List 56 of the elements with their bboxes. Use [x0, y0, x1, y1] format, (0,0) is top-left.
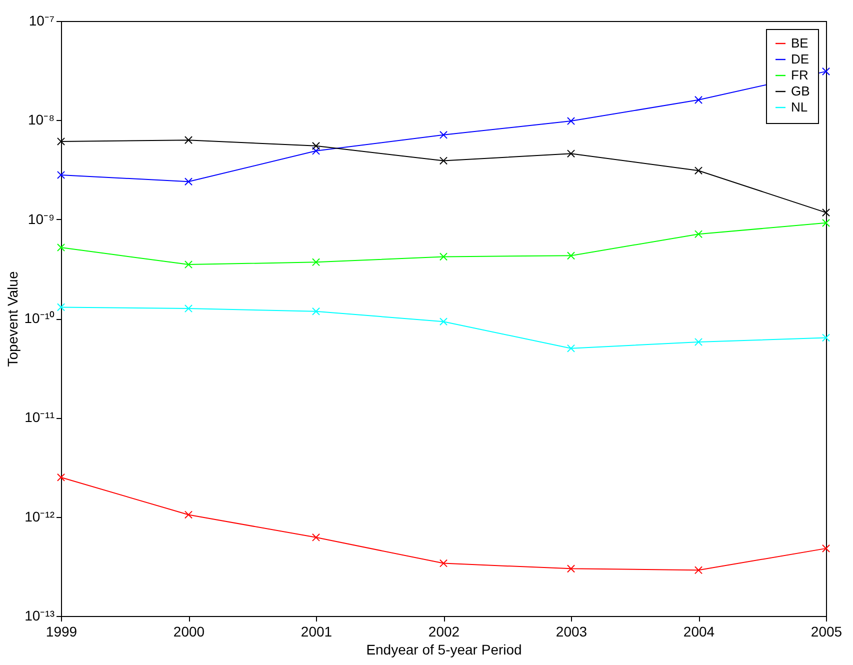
point [312, 533, 320, 542]
point [184, 304, 193, 313]
point [56, 303, 66, 312]
point [822, 67, 830, 76]
point [56, 243, 66, 252]
legend-label: FR [791, 68, 808, 82]
legend-label: NL [791, 100, 808, 114]
point [56, 137, 66, 146]
point [566, 564, 576, 573]
x-tick-label: 2002 [428, 624, 460, 640]
y-tick-label: 10⁻⁷ [28, 12, 54, 28]
point [439, 559, 448, 568]
point [566, 344, 576, 352]
legend-label: GB [791, 84, 810, 98]
point [566, 252, 576, 260]
x-tick-label: 2004 [683, 624, 715, 640]
y-tick-label: 10⁻¹³ [24, 608, 55, 624]
point [312, 258, 320, 266]
point [184, 178, 193, 186]
x-tick-label: 2000 [173, 624, 205, 640]
y-tick-label: 10⁻¹⁰ [24, 310, 54, 326]
point [312, 142, 320, 150]
legend-label: BE [791, 36, 809, 50]
point [439, 318, 448, 326]
y-tick-label: 10⁻¹¹ [24, 409, 55, 426]
point [694, 566, 703, 574]
point [184, 136, 193, 144]
point [822, 218, 830, 227]
point [822, 544, 830, 552]
y-tick-label: 10⁻¹² [24, 508, 55, 524]
y-tick-label: 10⁻⁹ [28, 210, 54, 227]
point [184, 510, 193, 519]
point [312, 146, 320, 155]
x-tick-label: 2005 [810, 624, 842, 640]
point [312, 307, 320, 316]
point [56, 170, 66, 180]
legend-label: DE [791, 52, 810, 66]
point [56, 473, 66, 482]
point [694, 338, 703, 346]
point [694, 96, 703, 104]
point [439, 156, 448, 165]
point [184, 260, 193, 269]
y-tick-label: 10⁻⁸ [28, 112, 55, 128]
point [439, 130, 448, 139]
point [694, 166, 703, 175]
point [694, 230, 703, 238]
x-tick-label: 1999 [46, 624, 78, 640]
x-tick-label: 2001 [300, 624, 332, 640]
point [439, 252, 448, 261]
x-tick-label: 2003 [556, 624, 588, 640]
point [822, 208, 830, 217]
point [566, 150, 576, 158]
point [822, 334, 830, 342]
point [566, 117, 576, 126]
x-axis-title: Endyear of 5-year Period [366, 642, 522, 658]
y-axis-title: Topevent Value [4, 271, 20, 367]
